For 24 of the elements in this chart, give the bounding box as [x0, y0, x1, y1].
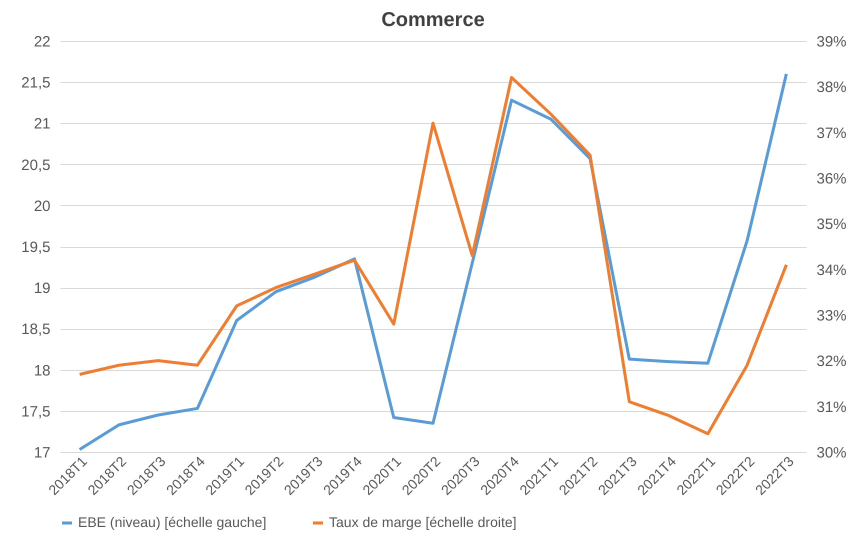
y-tick-label: 19,5 [21, 239, 50, 256]
y-tick-label: 20 [34, 198, 50, 215]
y2-tick-label: 38% [816, 79, 847, 96]
y2-tick-label: 39% [816, 34, 847, 50]
y2-tick-label: 35% [816, 216, 847, 234]
y-tick-label: 18 [34, 362, 50, 380]
y2-tick-label: 30% [816, 444, 847, 462]
y2-tick-label: 34% [816, 262, 847, 279]
y-tick-label: 19 [34, 280, 50, 298]
chart-title: Commerce [381, 9, 485, 31]
y2-tick-label: 36% [816, 170, 847, 188]
y2-tick-label: 33% [816, 308, 847, 324]
y-tick-label: 18,5 [21, 321, 50, 338]
y2-tick-label: 37% [816, 124, 847, 142]
y-tick-label: 21,5 [21, 74, 50, 92]
y-tick-label: 17 [34, 444, 50, 462]
y-tick-label: 20,5 [21, 156, 50, 174]
y-tick-label: 22 [34, 34, 50, 50]
y2-tick-label: 31% [816, 398, 847, 416]
legend-label: Taux de marge [échelle droite] [329, 514, 517, 530]
y-tick-label: 21 [34, 116, 50, 133]
legend-label: EBE (niveau) [échelle gauche] [78, 514, 266, 530]
y2-tick-label: 32% [816, 353, 847, 370]
y-tick-label: 17,5 [21, 403, 50, 420]
